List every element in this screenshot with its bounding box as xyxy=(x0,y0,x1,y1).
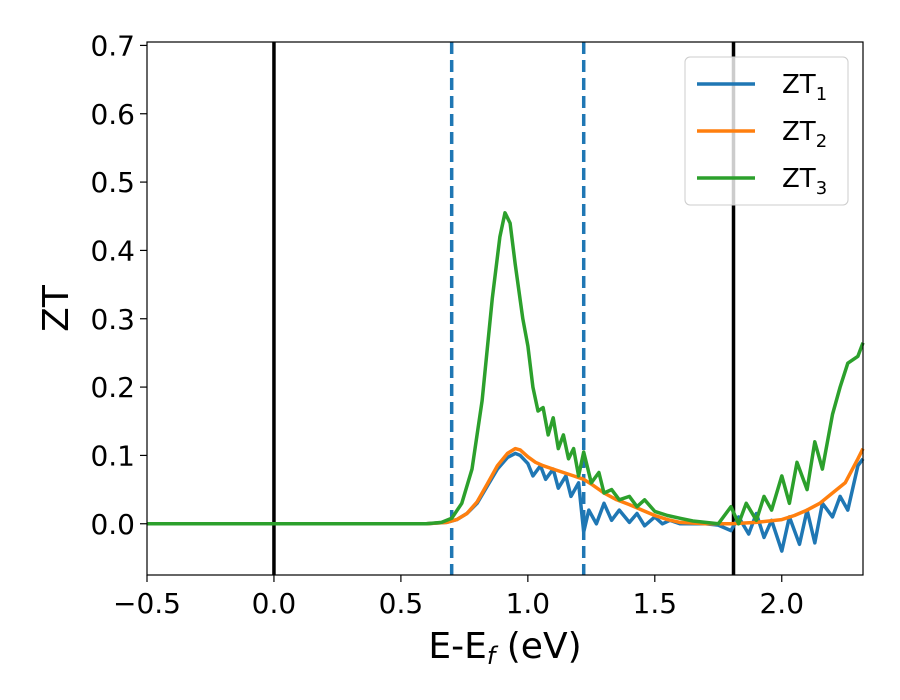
x-axis-title: E-Ef (eV) xyxy=(428,626,581,670)
y-tick-label: 0.1 xyxy=(90,439,135,472)
y-axis-ticks: 0.0 0.1 0.2 0.3 0.4 0.5 0.6 0.7 xyxy=(90,29,147,541)
x-axis-ticks: −0.5 0.0 0.5 1.0 1.5 2.0 xyxy=(113,575,804,620)
legend: ZT1 ZT2 ZT3 xyxy=(684,56,849,206)
legend-label-3: ZT3 xyxy=(782,164,827,199)
legend-label-1: ZT1 xyxy=(782,70,827,105)
x-tick-label: 1.5 xyxy=(633,587,678,620)
y-tick-label: 0.7 xyxy=(90,29,135,62)
legend-label-2: ZT2 xyxy=(782,117,827,152)
x-tick-label: 0.5 xyxy=(379,587,424,620)
x-tick-label: −0.5 xyxy=(113,587,181,620)
plot-frame xyxy=(146,41,864,576)
x-tick-label: 2.0 xyxy=(759,587,804,620)
series-line-1 xyxy=(147,451,865,553)
x-tick-label: 1.0 xyxy=(506,587,551,620)
vertical-reference-lines xyxy=(272,42,736,575)
y-axis-title: ZT xyxy=(36,284,77,332)
series-line-3 xyxy=(147,211,865,526)
legend-box xyxy=(684,56,849,206)
y-tick-label: 0.0 xyxy=(90,508,135,541)
y-tick-label: 0.3 xyxy=(90,303,135,336)
y-tick-label: 0.5 xyxy=(90,166,135,199)
y-tick-label: 0.4 xyxy=(90,234,135,267)
series-layer xyxy=(147,211,865,553)
y-tick-label: 0.2 xyxy=(90,371,135,404)
y-tick-label: 0.6 xyxy=(90,98,135,131)
x-tick-label: 0.0 xyxy=(252,587,297,620)
